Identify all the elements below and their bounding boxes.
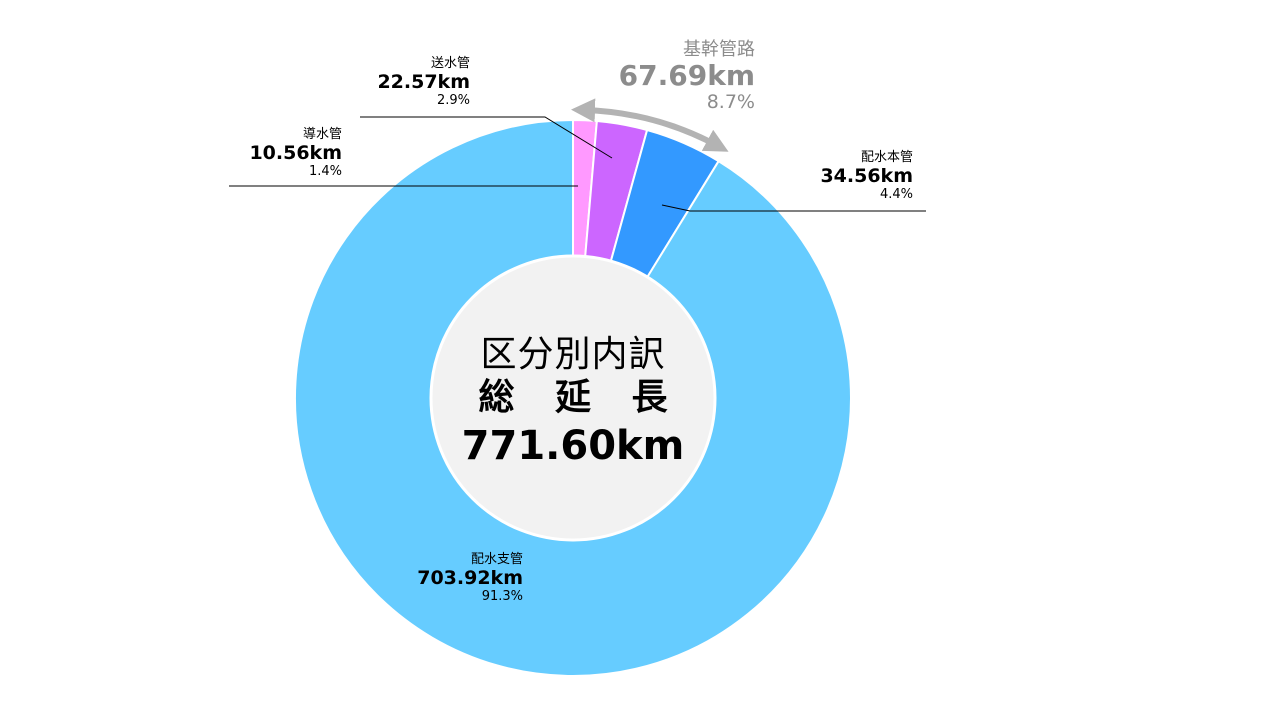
center-text: 区分別内訳 総 延 長 771.60km — [433, 334, 713, 472]
slice-percent: 91.3% — [481, 588, 523, 604]
group-percent: 8.7% — [706, 90, 755, 113]
slice-name: 送水管 — [430, 56, 470, 71]
label-haisui-shikan: 配水支管 703.92km 91.3% — [417, 552, 523, 605]
slice-value: 10.56km — [249, 141, 342, 164]
label-haisui-honkan: 配水本管 34.56km 4.4% — [820, 150, 913, 203]
center-subtitle: 総 延 長 — [478, 377, 682, 418]
slice-name: 導水管 — [302, 127, 342, 142]
slice-name: 配水本管 — [860, 150, 913, 165]
center-circle — [429, 254, 717, 542]
group-label-kikan-kanro: 基幹管路 67.69km 8.7% — [618, 39, 755, 113]
slice-name: 配水支管 — [470, 552, 523, 567]
center-title: 区分別内訳 — [480, 334, 666, 375]
center-total: 771.60km — [461, 423, 685, 469]
leader-line-haisui-honkan — [661, 204, 926, 212]
slice-percent: 4.4% — [879, 186, 913, 202]
slice-percent: 2.9% — [436, 92, 470, 108]
slice-value: 34.56km — [820, 164, 913, 187]
group-arrow — [571, 98, 729, 152]
slice-value: 22.57km — [377, 70, 470, 93]
donut-slices — [294, 118, 852, 677]
slice-percent: 1.4% — [308, 163, 342, 179]
slice-value: 703.92km — [417, 566, 523, 589]
group-value: 67.69km — [618, 59, 755, 93]
group-name: 基幹管路 — [683, 39, 755, 60]
label-sousuikan: 送水管 22.57km 2.9% — [377, 56, 470, 109]
label-donsuikan: 導水管 10.56km 1.4% — [249, 127, 342, 180]
